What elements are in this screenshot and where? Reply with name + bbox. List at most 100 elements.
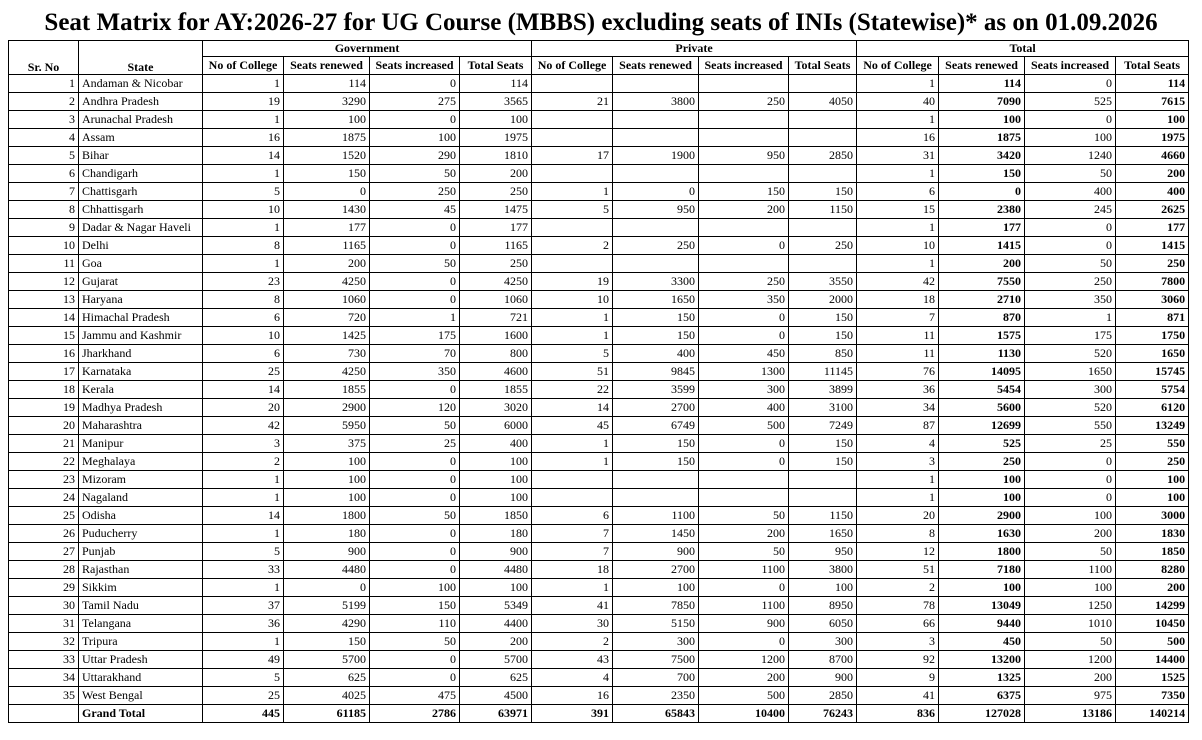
- value-cell: [612, 164, 700, 183]
- value-cell: 1060: [458, 290, 533, 309]
- header-seats-renewed: Seats renewed: [938, 56, 1026, 75]
- grand-total-cell: 836: [856, 704, 940, 723]
- table-row: 31 Telangana 36 4290 110 4400 30 5150 900 6050 66 9…: [8, 614, 1190, 633]
- value-cell: [788, 218, 858, 237]
- state-name-cell: Uttarakhand: [78, 668, 203, 687]
- table-row: 1 Andaman & Nicobar 1 114 0 114 1 114 0 114: [8, 74, 1190, 93]
- table-row: 33 Uttar Pradesh 49 5700 0 5700 43 7500 1200 8700…: [8, 650, 1190, 669]
- value-cell: 150: [612, 452, 700, 471]
- value-cell: 1: [202, 218, 284, 237]
- value-cell: 1: [856, 74, 940, 93]
- value-cell: 2700: [612, 560, 700, 579]
- value-cell: [531, 74, 614, 93]
- value-cell: 1: [856, 254, 940, 273]
- value-cell: 0: [1024, 236, 1117, 255]
- value-cell: 900: [698, 614, 790, 633]
- value-cell: 15745: [1115, 362, 1190, 381]
- value-cell: 50: [698, 506, 790, 525]
- value-cell: 25: [1024, 434, 1117, 453]
- value-cell: 150: [698, 182, 790, 201]
- sr-no-cell: 25: [8, 506, 79, 525]
- value-cell: 14: [531, 398, 614, 417]
- value-cell: 250: [698, 272, 790, 291]
- sr-no-cell: 12: [8, 272, 79, 291]
- value-cell: 10: [531, 290, 614, 309]
- value-cell: [531, 488, 614, 507]
- value-cell: 5150: [612, 614, 700, 633]
- state-name-cell: Jammu and Kashmir: [78, 326, 203, 345]
- header-seats-increased: Seats increased: [1024, 56, 1117, 75]
- value-cell: 450: [698, 344, 790, 363]
- value-cell: [612, 74, 700, 93]
- state-name-cell: Manipur: [78, 434, 203, 453]
- state-name-cell: West Bengal: [78, 686, 203, 705]
- value-cell: 1800: [283, 506, 370, 525]
- value-cell: 250: [1115, 452, 1190, 471]
- value-cell: 200: [1024, 524, 1117, 543]
- table-row: 13 Haryana 8 1060 0 1060 10 1650 350 2000 18 2710 35…: [8, 290, 1190, 309]
- sr-no-cell: 2: [8, 92, 79, 111]
- table-row: 32 Tripura 1 150 50 200 2 300 0 300 3 450 50 500: [8, 632, 1190, 651]
- value-cell: 11145: [788, 362, 858, 381]
- value-cell: 0: [698, 452, 790, 471]
- value-cell: 5349: [458, 596, 533, 615]
- value-cell: 16: [856, 128, 940, 147]
- value-cell: 4250: [283, 272, 370, 291]
- value-cell: 150: [788, 326, 858, 345]
- value-cell: 200: [458, 632, 533, 651]
- value-cell: 1300: [698, 362, 790, 381]
- value-cell: 1240: [1024, 146, 1117, 165]
- table-row: 14 Himachal Pradesh 6 720 1 721 1 150 0 150 7 870 1 8…: [8, 308, 1190, 327]
- sr-no-cell: 1: [8, 74, 79, 93]
- value-cell: 2: [202, 452, 284, 471]
- value-cell: [531, 164, 614, 183]
- value-cell: 5754: [1115, 380, 1190, 399]
- table-row: 34 Uttarakhand 5 625 0 625 4 700 200 900 9 1325 200 1…: [8, 668, 1190, 687]
- value-cell: 250: [1024, 272, 1117, 291]
- table-row: 6 Chandigarh 1 150 50 200 1 150 50 200: [8, 164, 1190, 183]
- value-cell: 6120: [1115, 398, 1190, 417]
- value-cell: 1325: [938, 668, 1026, 687]
- value-cell: 14299: [1115, 596, 1190, 615]
- value-cell: 400: [1024, 182, 1117, 201]
- value-cell: 0: [698, 326, 790, 345]
- value-cell: 375: [283, 434, 370, 453]
- value-cell: 250: [458, 182, 533, 201]
- value-cell: 150: [938, 164, 1026, 183]
- value-cell: 1: [202, 470, 284, 489]
- value-cell: 10: [856, 236, 940, 255]
- value-cell: 1850: [458, 506, 533, 525]
- value-cell: 200: [938, 254, 1026, 273]
- value-cell: 0: [698, 308, 790, 327]
- value-cell: 1650: [1024, 362, 1117, 381]
- sr-no-cell: 22: [8, 452, 79, 471]
- state-name-cell: Bihar: [78, 146, 203, 165]
- value-cell: 4250: [283, 362, 370, 381]
- sr-no-cell: 23: [8, 470, 79, 489]
- value-cell: 0: [369, 74, 460, 93]
- value-cell: 0: [369, 272, 460, 291]
- sr-no-cell: 18: [8, 380, 79, 399]
- value-cell: 1: [202, 578, 284, 597]
- state-name-cell: Andhra Pradesh: [78, 92, 203, 111]
- value-cell: 0: [369, 452, 460, 471]
- value-cell: 66: [856, 614, 940, 633]
- value-cell: 1810: [458, 146, 533, 165]
- sr-no-cell: 26: [8, 524, 79, 543]
- value-cell: 1200: [1024, 650, 1117, 669]
- value-cell: 25: [369, 434, 460, 453]
- value-cell: 200: [698, 668, 790, 687]
- state-name-cell: Uttar Pradesh: [78, 650, 203, 669]
- value-cell: 1150: [788, 200, 858, 219]
- value-cell: 500: [698, 686, 790, 705]
- value-cell: 180: [458, 524, 533, 543]
- table-row: 23 Mizoram 1 100 0 100 1 100 0 100: [8, 470, 1190, 489]
- sr-no-cell: 31: [8, 614, 79, 633]
- value-cell: 18: [531, 560, 614, 579]
- value-cell: 25: [202, 362, 284, 381]
- value-cell: 7350: [1115, 686, 1190, 705]
- value-cell: [531, 470, 614, 489]
- value-cell: 4: [531, 668, 614, 687]
- value-cell: 2: [531, 632, 614, 651]
- value-cell: 0: [1024, 218, 1117, 237]
